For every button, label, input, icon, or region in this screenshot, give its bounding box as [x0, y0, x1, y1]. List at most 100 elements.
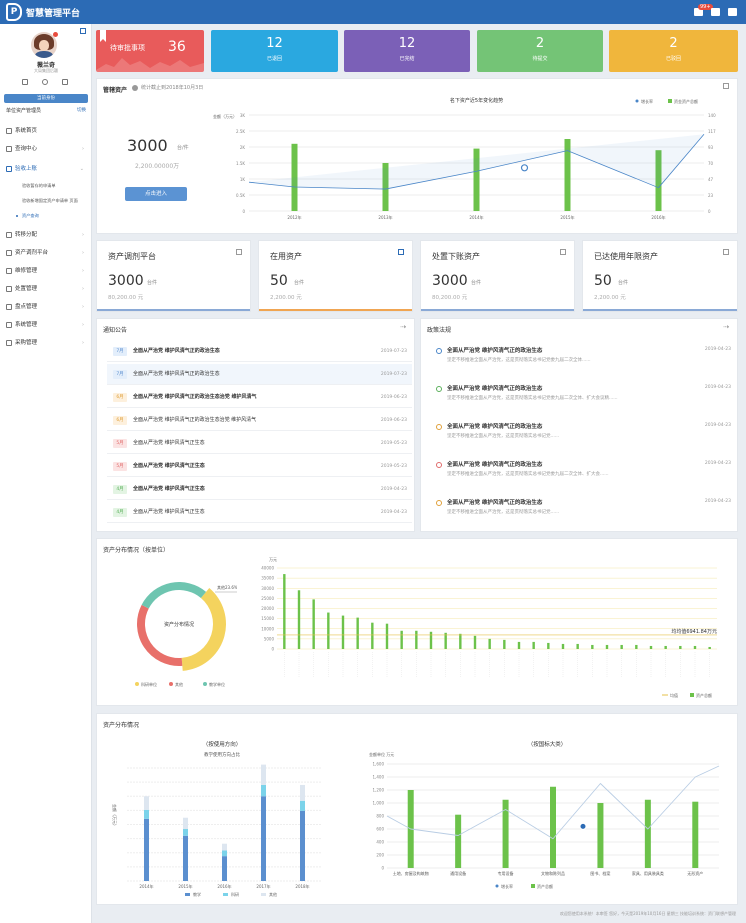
- more-icon[interactable]: ⇢: [400, 323, 406, 331]
- policy-summary: 坚定不移推进全面从严治党，这是贯彻落实总书记党......: [447, 434, 560, 439]
- unit-bar: [400, 630, 403, 649]
- y-tick-left: 0.5K: [236, 193, 245, 198]
- asset-card-expired[interactable]: 已达使用年限资产 50 台件 2,200.00 元: [582, 240, 738, 312]
- notice-row[interactable]: 7月 全面从严治党 维护风清气正的政治生态 2019-07-23: [107, 364, 412, 385]
- policy-item[interactable]: 全面从严治党 维护风清气正的政治生态 2019-04-23 坚定不移推进全面从严治党…: [431, 341, 736, 379]
- pie-slice: [181, 588, 226, 671]
- stat-to-submit[interactable]: 2 待提交: [477, 30, 603, 72]
- nav-query[interactable]: 查询中心 ›: [0, 142, 92, 156]
- month-tag: 5月: [113, 439, 127, 448]
- chevron-right-icon: ›: [82, 268, 84, 274]
- legend-bar-marker: [690, 693, 694, 697]
- legend-label: 其他: [269, 891, 277, 897]
- asset-card-unit: 台件: [471, 280, 482, 286]
- trend-bar: [382, 163, 389, 211]
- policy-item[interactable]: 全面从严治党 维护风清气正的政治生态 2019-04-23 坚定不移推进全面从严治党…: [431, 417, 736, 455]
- chat-icon[interactable]: [42, 79, 48, 85]
- notice-row[interactable]: 4月 全面从严治党 维护风清气正生态 2019-04-23: [107, 479, 412, 500]
- legend-marker: [185, 893, 190, 896]
- external-link-icon[interactable]: [723, 249, 729, 255]
- notice-row[interactable]: 6月 全面从严治党 维护风清气正的政治生态治党 维护风清气 2019-06-23: [107, 410, 412, 431]
- policy-title: 全面从严治党 维护风清气正的政治生态: [447, 424, 543, 430]
- stat-to-submit-label: 待提交: [532, 56, 548, 62]
- unit-bar: [312, 599, 315, 649]
- unit-bar: [385, 623, 389, 649]
- subnav-draft-requests[interactable]: 验收暂存的申请单: [22, 183, 56, 188]
- x-tick: 通用设备: [450, 870, 466, 876]
- department-switch-link[interactable]: 切换: [77, 108, 86, 113]
- pie-slice: [141, 582, 207, 609]
- external-link-icon[interactable]: [398, 249, 404, 255]
- legend-label: 其他: [175, 681, 183, 687]
- avatar[interactable]: [31, 32, 57, 58]
- disposal-icon: [6, 286, 12, 292]
- phone-icon[interactable]: [22, 79, 28, 85]
- notice-row[interactable]: 5月 全面从严治党 维护风清气正生态 2019-05-23: [107, 456, 412, 477]
- notice-row[interactable]: 5月 全面从严治党 维护风清气正生态 2019-05-23: [107, 433, 412, 454]
- notice-row[interactable]: 7月 全面从严治党 维护风清气正的政治生态 2019-07-23: [107, 341, 412, 362]
- asset-card-bar: [583, 309, 737, 311]
- notice-row[interactable]: 4月 全面从严治党 维护风清气正生态 2019-04-23: [107, 502, 412, 523]
- more-icon[interactable]: ⇢: [723, 323, 729, 331]
- department-name: 单位资产管理员: [6, 108, 42, 114]
- policy-date: 2019-04-23: [704, 461, 731, 466]
- stat-completed[interactable]: 12 已完结: [344, 30, 470, 72]
- nav-allocation-platform[interactable]: 资产调剂平台 ›: [0, 246, 92, 260]
- y-tick: 25000: [261, 596, 274, 601]
- subnav-new-asset-request[interactable]: 验收新增固定资产申请单 页面: [22, 198, 78, 203]
- external-link-icon[interactable]: [236, 249, 242, 255]
- policy-item[interactable]: 全面从严治党 维护风清气正的政治生态 2019-04-23 坚定不移推进全面从严治党…: [431, 455, 736, 493]
- asset-card-in-use[interactable]: 在用资产 50 台件 2,200.00 元: [258, 240, 413, 312]
- asset-card-sub: 2,200.00 元: [270, 295, 302, 301]
- nav-system[interactable]: 系统管理 ›: [0, 318, 92, 332]
- policy-title: 全面从严治党 维护风清气正的政治生态: [447, 462, 543, 468]
- nav-inventory[interactable]: 盘点管理 ›: [0, 300, 92, 314]
- message-icon[interactable]: [694, 8, 703, 16]
- settings-icon[interactable]: [62, 79, 68, 85]
- legend-label: 教学: [193, 891, 201, 897]
- asset-card-title: 已达使用年限资产: [594, 252, 658, 261]
- nav-acceptance[interactable]: 验收上账 ⌄: [0, 162, 92, 176]
- managed-assets-subtitle: 统计截止到2018年10月3日: [141, 85, 204, 91]
- enter-button[interactable]: 点击进入: [125, 187, 187, 201]
- collapse-sidebar-icon[interactable]: [80, 28, 86, 34]
- asset-card-disposed[interactable]: 处置下账资产 3000 台件 80,200.00 元: [420, 240, 575, 312]
- asset-card-value: 3000: [432, 273, 468, 289]
- chevron-right-icon: ›: [82, 250, 84, 256]
- y-tick: 15000: [261, 616, 274, 621]
- logout-icon[interactable]: [728, 8, 737, 16]
- stat-to-submit-num: 2: [535, 36, 545, 51]
- asset-card-sub: 80,200.00 元: [108, 295, 144, 301]
- asset-distribution-title: 资产分布情况: [103, 722, 140, 729]
- policy-summary: 坚定不移推进全面从严治党，这是贯彻落实总书记党......: [447, 510, 560, 515]
- pie-center-label: 资产分布情况: [164, 621, 194, 628]
- stack-segment: [183, 829, 188, 836]
- policy-date: 2019-04-23: [704, 423, 731, 428]
- external-link-icon[interactable]: [723, 83, 729, 89]
- nav-maintenance[interactable]: 维修管理 ›: [0, 264, 92, 278]
- chevron-down-icon: ⌄: [79, 166, 84, 172]
- stat-returned[interactable]: 12 已退回: [211, 30, 338, 72]
- category-bar: [455, 814, 462, 868]
- home-icon: [6, 128, 12, 134]
- nav-transfer[interactable]: 转移分配 ›: [0, 228, 92, 242]
- notice-row[interactable]: 6月 全面从严治党 维护风清气正的政治生态治党 维护风清气 2019-06-23: [107, 387, 412, 408]
- notices-title: 通知公告: [103, 327, 128, 334]
- subnav-asset-query[interactable]: 资产查询: [0, 210, 92, 222]
- nav-procurement[interactable]: 采购管理 ›: [0, 336, 92, 350]
- stat-pending[interactable]: 待审批事项 36: [96, 30, 204, 72]
- nav-home[interactable]: 系统首页: [0, 124, 92, 138]
- asset-card-bar: [421, 309, 574, 311]
- asset-card-platform[interactable]: 资产调剂平台 3000 台件 80,200.00 元: [96, 240, 251, 312]
- role-switch[interactable]: 当前身份: [4, 94, 88, 103]
- y-tick: 1,600: [373, 762, 385, 767]
- policies-title: 政策法规: [427, 327, 452, 334]
- policy-item[interactable]: 全面从严治党 维护风清气正的政治生态 2019-04-23 坚定不移推进全面从严治党…: [431, 493, 736, 531]
- policy-item[interactable]: 全面从严治党 维护风清气正的政治生态 2019-04-23 坚定不移推进全面从严治党…: [431, 379, 736, 417]
- nav-disposal[interactable]: 处置管理 ›: [0, 282, 92, 296]
- unit-bar: [664, 645, 667, 649]
- external-link-icon[interactable]: [560, 249, 566, 255]
- asset-card-sub: 80,200.00 元: [432, 295, 468, 301]
- help-icon[interactable]: [711, 8, 720, 16]
- stat-rejected[interactable]: 2 已驳回: [609, 30, 738, 72]
